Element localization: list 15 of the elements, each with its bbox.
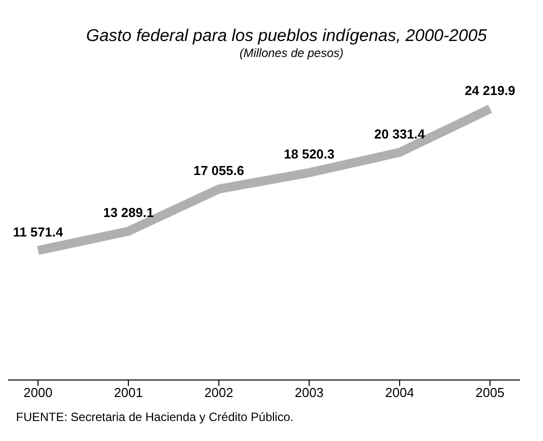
x-tick-label: 2004 bbox=[385, 385, 414, 400]
data-label: 17 055.6 bbox=[193, 163, 244, 178]
x-tick-label: 2001 bbox=[114, 385, 143, 400]
chart-title: Gasto federal para los pueblos indígenas, 2000-2005 bbox=[85, 25, 488, 46]
x-tick-label: 2002 bbox=[204, 385, 234, 400]
data-label: 13 289.1 bbox=[103, 205, 154, 220]
data-label: 24 219.9 bbox=[464, 82, 516, 98]
chart-subtitle: (Millones de pesos) bbox=[238, 46, 345, 60]
data-label: 18 520.3 bbox=[284, 146, 335, 162]
x-tick-label: 2005 bbox=[476, 385, 504, 400]
data-label: 11 571.4 bbox=[13, 224, 64, 240]
data-label: 20 331.4 bbox=[374, 126, 426, 142]
x-tick-label: 2000 bbox=[24, 385, 52, 400]
x-tick-label: 2003 bbox=[294, 385, 324, 400]
source-note: FUENTE: Secretaria de Hacienda y Crédito Público. bbox=[16, 410, 294, 424]
